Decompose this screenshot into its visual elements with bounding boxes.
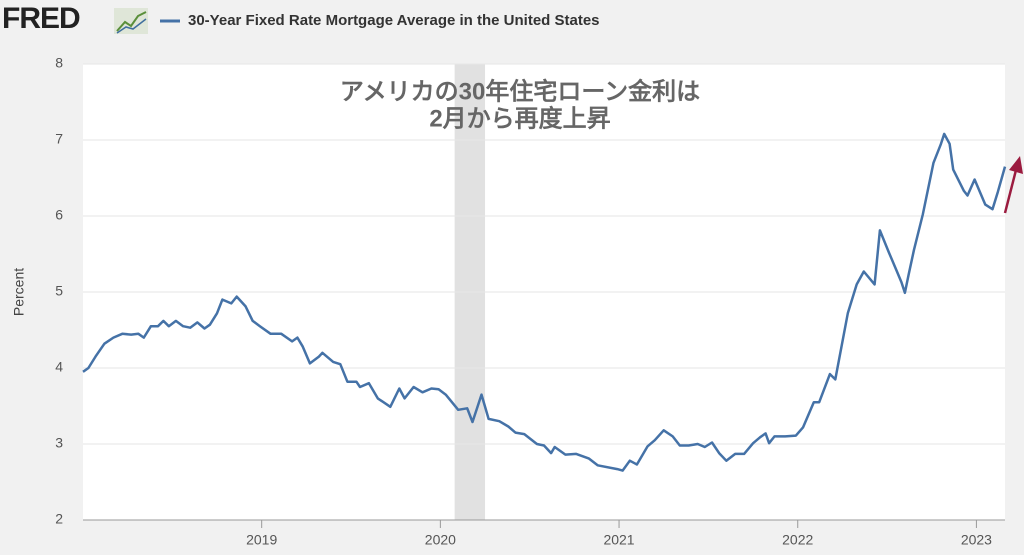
logo: FRED	[2, 2, 80, 35]
y-tick-label: 8	[55, 55, 63, 71]
x-tick-label: 2023	[961, 532, 992, 548]
y-tick-label: 7	[55, 131, 63, 147]
y-tick-label: 6	[55, 207, 63, 223]
arrow	[1003, 156, 1023, 214]
y-axis-label: Percent	[11, 268, 27, 316]
annotation: アメリカの30年住宅ローン金利は	[340, 77, 700, 105]
y-tick-label: 5	[55, 283, 63, 299]
series-line	[82, 132, 1007, 472]
logo-icon	[114, 8, 148, 34]
plot: 2 3 4 5 6 7 8 2019 2020 2021 2022 2023	[55, 55, 1007, 548]
y-tick-label: 4	[55, 359, 63, 375]
y-tick-label: 3	[55, 435, 63, 451]
x-tick-label: 2020	[425, 532, 456, 548]
x-tick-label: 2022	[782, 532, 813, 548]
x-tick-label: 2021	[603, 532, 634, 548]
y-tick-label: 2	[55, 511, 63, 527]
annotation: 2月から再度上昇	[429, 104, 610, 132]
x-tick-label: 2019	[246, 532, 277, 548]
legend-label: 30-Year Fixed Rate Mortgage Average in t…	[188, 12, 600, 29]
